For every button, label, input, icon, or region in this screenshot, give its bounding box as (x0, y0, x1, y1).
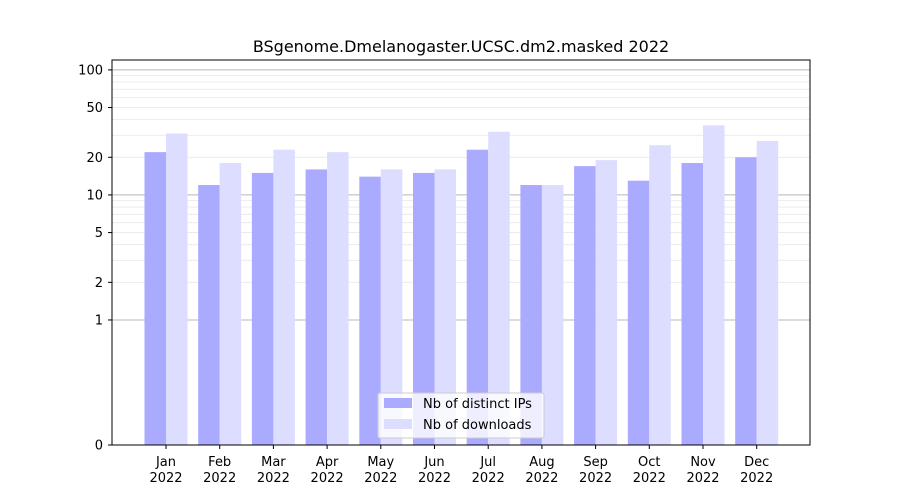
x-tick-label: Jun 2022 (418, 455, 451, 486)
bar-distinct-ips (144, 152, 166, 445)
chart-title: BSgenome.Dmelanogaster.UCSC.dm2.masked 2… (253, 37, 669, 56)
y-tick-label: 1 (95, 313, 103, 328)
bar-distinct-ips (198, 185, 220, 445)
x-tick-label: Sep 2022 (579, 455, 612, 486)
bar-distinct-ips (305, 169, 328, 445)
x-tick-label: May 2022 (364, 455, 397, 486)
plot-frame (111, 59, 811, 446)
bar-downloads (273, 149, 295, 446)
bars (144, 125, 779, 446)
x-tick-label: Jul 2022 (472, 455, 505, 486)
bar-distinct-ips (735, 157, 757, 445)
bar-distinct-ips (520, 185, 542, 445)
x-tick-label: Oct 2022 (633, 455, 666, 486)
bar-downloads (219, 163, 242, 445)
bar-downloads (756, 140, 779, 445)
y-tick-label: 2 (95, 276, 103, 291)
bar-distinct-ips (681, 163, 703, 445)
x-tick-label: Jan 2022 (149, 455, 182, 486)
x-tick-label: Feb 2022 (203, 455, 236, 486)
bar-downloads (488, 131, 510, 445)
y-axis: 0 1 2 5 10 20 50 100 (78, 63, 112, 454)
bar-distinct-ips (413, 172, 435, 445)
x-tick-label: Nov 2022 (686, 455, 719, 486)
bar-downloads (649, 145, 671, 445)
x-tick-label: Dec 2022 (740, 455, 773, 486)
x-tick-label: Aug 2022 (525, 455, 558, 486)
y-tick-label: 100 (78, 63, 103, 78)
bar-downloads (380, 169, 403, 445)
y-tick-label: 20 (86, 151, 103, 166)
legend-swatch-distinct-ips (384, 398, 412, 408)
y-tick-label: 50 (86, 101, 103, 116)
x-tick-label: Apr 2022 (311, 455, 344, 486)
bar-distinct-ips (466, 149, 489, 446)
legend-box (377, 392, 545, 439)
bar-distinct-ips (251, 172, 274, 445)
bar-distinct-ips (574, 166, 596, 445)
bar-downloads (541, 185, 564, 445)
bar-distinct-ips (627, 180, 650, 445)
legend-swatch-downloads (384, 419, 412, 429)
bar-downloads (703, 125, 725, 445)
bar-downloads (166, 133, 188, 445)
x-axis: Jan 2022 Feb 2022 Mar 2022 Apr 2022 May 2022 Jun 20… (149, 445, 773, 486)
x-tick-label: Mar 2022 (257, 455, 290, 486)
y-tick-label: 5 (95, 226, 103, 241)
bar-distinct-ips (359, 176, 381, 445)
y-tick-label: 0 (95, 439, 103, 454)
bar-downloads (327, 152, 349, 445)
y-tick-label: 10 (86, 188, 103, 203)
bar-downloads (595, 160, 618, 445)
legend-label-distinct-ips: Nb of distinct IPs (423, 397, 532, 412)
legend-label-downloads: Nb of downloads (423, 418, 532, 433)
bar-downloads (434, 169, 456, 445)
legend: Nb of distinct IPs Nb of downloads (377, 392, 545, 439)
